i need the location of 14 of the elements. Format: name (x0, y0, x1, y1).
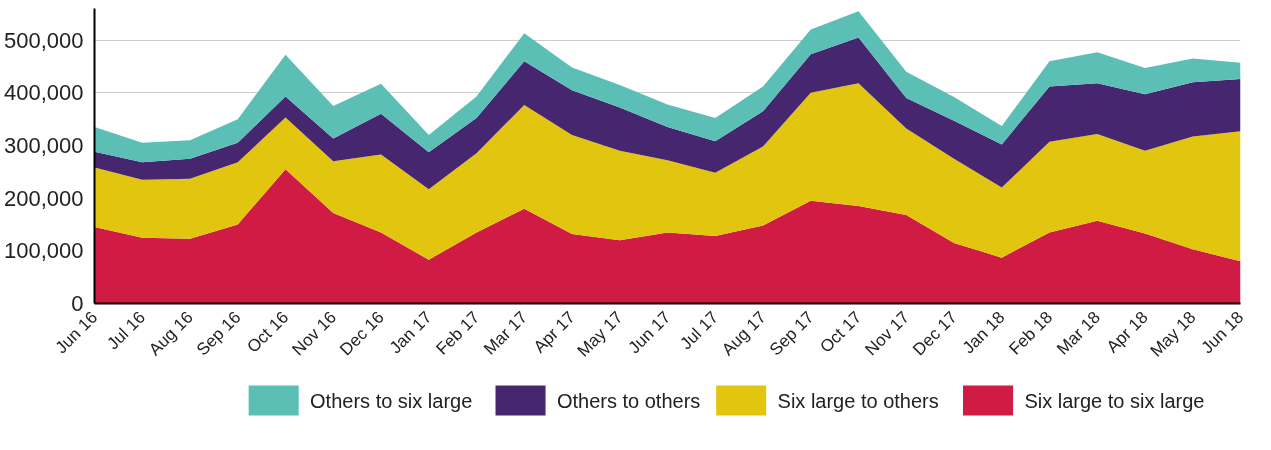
y-tick-label: 100,000 (3, 238, 84, 264)
x-tick-label: May 17 (573, 307, 627, 361)
y-tick-label: 500,000 (3, 27, 84, 53)
y-tick-label: 0 (71, 291, 84, 316)
y-tick-label: 300,000 (3, 132, 84, 158)
y-tick-label: 400,000 (3, 80, 84, 106)
legend-label: Others to six large (310, 389, 473, 412)
legend-label: Others to others (556, 389, 701, 412)
legend-label: Six large to others (777, 389, 939, 412)
x-tick-label: Jun 18 (1197, 307, 1248, 358)
legend-label: Six large to six large (1024, 389, 1205, 412)
y-tick-label: 200,000 (3, 185, 84, 211)
x-tick-label: Jun 17 (624, 307, 675, 358)
x-tick-label: May 18 (1146, 307, 1200, 361)
